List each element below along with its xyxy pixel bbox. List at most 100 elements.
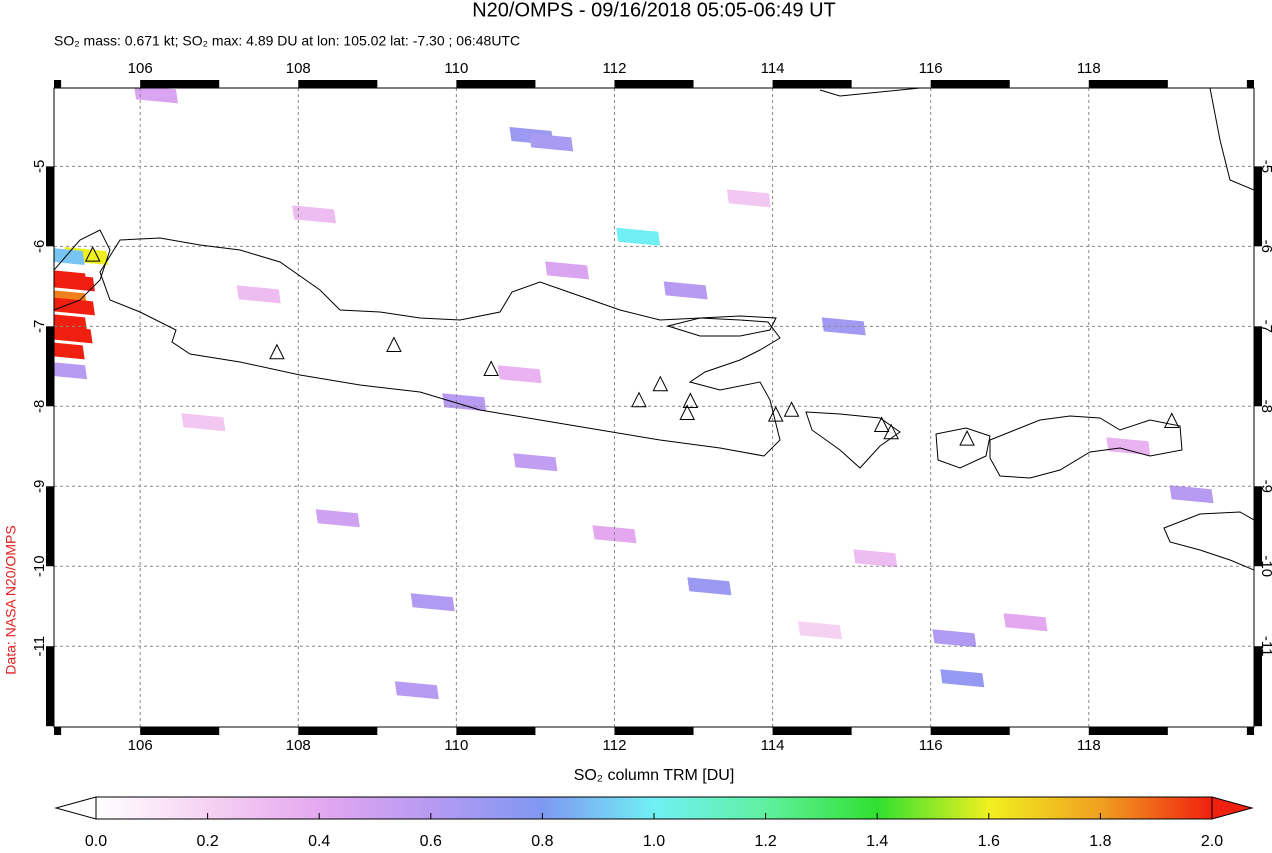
colorbar-tick-label: 1.6 bbox=[978, 833, 1000, 850]
x-tick-label: 114 bbox=[761, 60, 785, 77]
frame-bar bbox=[46, 486, 54, 567]
y-tick-label: -7 bbox=[1258, 320, 1272, 333]
so2-cell bbox=[315, 509, 360, 528]
so2-cell bbox=[663, 281, 708, 300]
volcano bbox=[959, 429, 975, 446]
frame bbox=[46, 80, 1262, 735]
x-tick-label: 108 bbox=[286, 60, 311, 77]
so2-cell bbox=[940, 669, 985, 688]
frame-bar bbox=[140, 80, 220, 88]
frame-bar bbox=[1088, 80, 1168, 88]
x-tick-label: 118 bbox=[1077, 60, 1101, 77]
colorbar: 0.0 0.2 0.4 0.6 0.8 1.0 1.2 1.4 1.6 1.8 2.0 bbox=[54, 796, 1254, 850]
volcano bbox=[682, 392, 699, 409]
so2-cell bbox=[1106, 437, 1151, 456]
borneo-coast bbox=[819, 88, 1254, 191]
so2-cell bbox=[497, 365, 542, 384]
colorbar-tick-label: 1.0 bbox=[643, 833, 665, 850]
x-tick-label: 112 bbox=[603, 60, 627, 77]
so2-cell bbox=[442, 393, 487, 412]
colorbar-tick-label: 1.4 bbox=[866, 833, 888, 850]
y-tick-label: -8 bbox=[1258, 400, 1272, 413]
x-tick-label: 110 bbox=[444, 60, 468, 77]
colorbar-label: SO₂ column TRM [DU] bbox=[574, 767, 735, 784]
so2-cell bbox=[513, 453, 558, 472]
sumbawa-coast bbox=[989, 415, 1183, 479]
so2-cell bbox=[134, 88, 178, 104]
frame-bar bbox=[46, 646, 54, 727]
y-tick-label: -6 bbox=[1258, 240, 1272, 253]
colorbar-tick-label: 1.2 bbox=[754, 833, 776, 850]
subtitle: SO₂ mass: 0.671 kt; SO₂ max: 4.89 DU at … bbox=[54, 33, 520, 49]
volcano bbox=[1163, 412, 1180, 428]
so2-cell bbox=[236, 285, 281, 304]
frame-bar bbox=[456, 727, 536, 735]
colorbar-tick-label: 0.4 bbox=[308, 833, 330, 850]
colorbar-tick-label: 0.6 bbox=[420, 833, 442, 850]
volcano bbox=[269, 343, 285, 360]
so2-cell bbox=[54, 273, 95, 292]
y-tick-label: -7 bbox=[31, 320, 48, 333]
frame-bar bbox=[1254, 646, 1262, 727]
frame-bar bbox=[54, 727, 62, 735]
x-tick-label: 118 bbox=[1077, 737, 1101, 754]
volcano bbox=[631, 391, 647, 408]
so2-cell bbox=[54, 325, 93, 344]
so2-cell bbox=[1169, 485, 1214, 504]
sumba-coast bbox=[1163, 511, 1254, 571]
frame-bar bbox=[298, 727, 378, 735]
frame-bar bbox=[140, 727, 220, 735]
coastlines bbox=[54, 88, 1254, 571]
so2-cell bbox=[545, 261, 590, 280]
so2-cell bbox=[54, 342, 85, 360]
grid bbox=[54, 88, 1254, 727]
volcano bbox=[652, 375, 669, 392]
frame-bar bbox=[54, 80, 62, 88]
so2-cell bbox=[726, 189, 771, 208]
frame-bar bbox=[614, 727, 694, 735]
y-tick-label: -6 bbox=[31, 240, 48, 253]
colorbar-over bbox=[1211, 796, 1254, 820]
colorbar-tick-label: 2.0 bbox=[1201, 833, 1223, 850]
so2-cells bbox=[54, 88, 1214, 700]
lombok-coast bbox=[935, 427, 991, 469]
x-tick-label: 106 bbox=[128, 60, 153, 77]
frame-bar bbox=[930, 727, 1010, 735]
frame-bar bbox=[772, 80, 852, 88]
so2-cell bbox=[292, 205, 337, 224]
volcano bbox=[783, 401, 800, 417]
frame-bar bbox=[614, 80, 694, 88]
frame-bar bbox=[772, 727, 852, 735]
frame-bar bbox=[1246, 727, 1254, 735]
frame-bar bbox=[46, 326, 54, 407]
x-tick-label: 116 bbox=[919, 737, 943, 754]
colorbar-under bbox=[54, 796, 97, 820]
so2-cell bbox=[54, 297, 95, 316]
so2-cell bbox=[821, 317, 866, 336]
volcano bbox=[883, 423, 899, 440]
colorbar-tick-label: 0.0 bbox=[85, 833, 107, 850]
madura-coast bbox=[666, 315, 777, 337]
chart-title: N20/OMPS - 09/16/2018 05:05-06:49 UT bbox=[472, 0, 836, 21]
volcano bbox=[483, 360, 499, 377]
frame-bar bbox=[456, 80, 536, 88]
x-tick-label: 110 bbox=[444, 737, 468, 754]
so2-cell bbox=[798, 621, 843, 640]
y-tick-label: -8 bbox=[31, 400, 48, 413]
volcano bbox=[84, 246, 101, 262]
x-tick-label: 112 bbox=[603, 737, 627, 754]
frame-bar bbox=[930, 80, 1010, 88]
so2-cell bbox=[181, 413, 226, 432]
so2-cell bbox=[932, 629, 977, 648]
so2-cell bbox=[54, 362, 88, 380]
so2-cell bbox=[687, 577, 732, 596]
x-tick-label: 106 bbox=[128, 737, 153, 754]
colorbar-tick-label: 1.8 bbox=[1089, 833, 1111, 850]
frame-bar bbox=[1246, 80, 1254, 88]
bali-coast bbox=[805, 411, 901, 469]
y-tick-label: -5 bbox=[31, 160, 48, 173]
so2-cell bbox=[853, 549, 898, 568]
so2-cell bbox=[1003, 613, 1048, 632]
frame-bar bbox=[1254, 486, 1262, 567]
